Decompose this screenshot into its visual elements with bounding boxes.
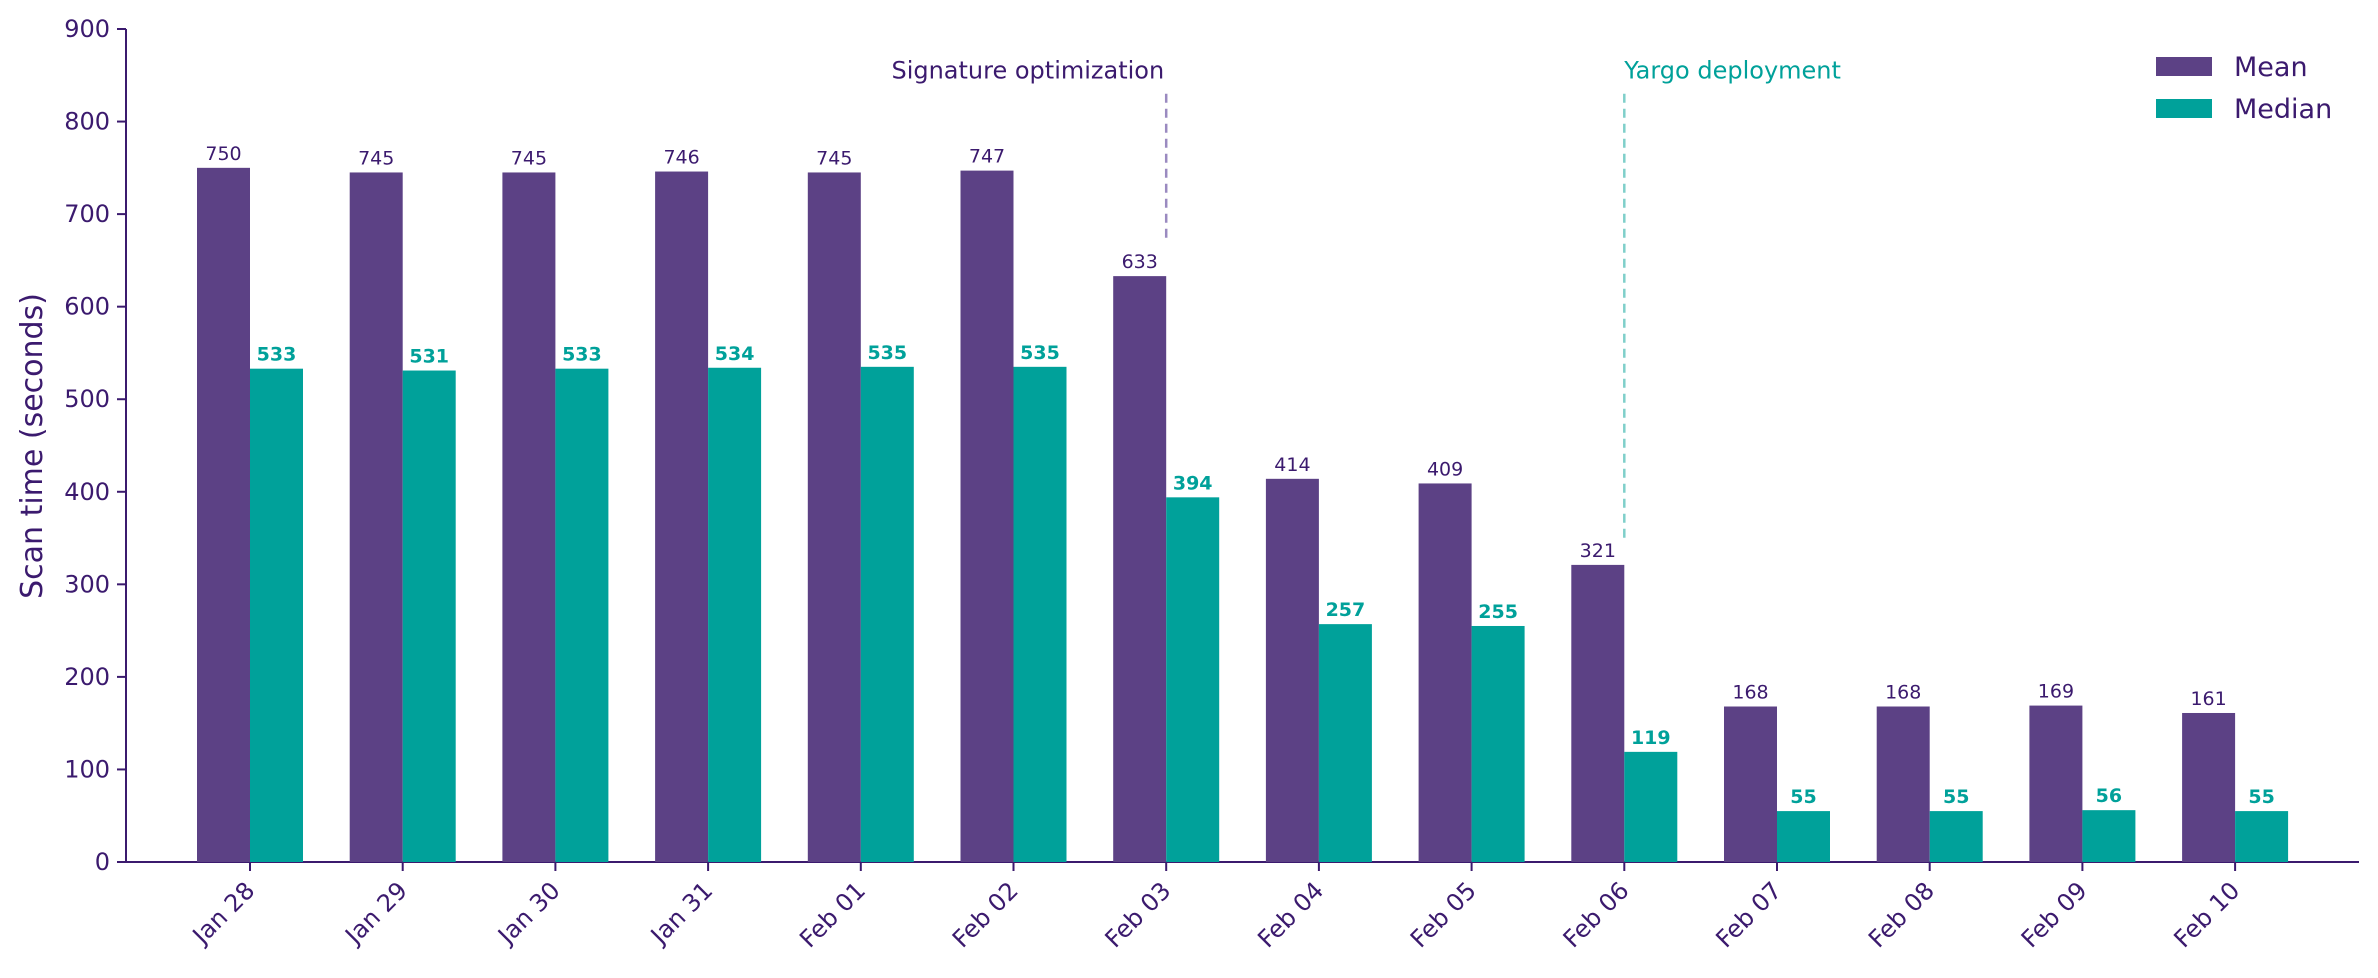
x-tick-label: Feb 09 [2016, 876, 2093, 953]
data-label-median: 119 [1631, 727, 1671, 749]
data-label-mean: 745 [511, 147, 547, 169]
x-tick-label: Feb 05 [1405, 876, 1482, 953]
bar-mean [2029, 705, 2083, 862]
data-label-median: 533 [562, 344, 602, 366]
data-label-mean: 745 [358, 147, 394, 169]
bar-median [1318, 624, 1372, 862]
y-tick-label: 800 [64, 108, 110, 136]
y-tick-label: 300 [64, 570, 110, 598]
data-label-median: 533 [257, 344, 297, 366]
bar-mean [807, 172, 861, 862]
y-tick-label: 400 [64, 478, 110, 506]
x-tick-label: Feb 04 [1252, 876, 1329, 953]
data-label-mean: 161 [2190, 688, 2226, 710]
bar-median [1777, 811, 1830, 862]
bar-mean [960, 170, 1014, 863]
legend-label-mean: Mean [2234, 52, 2308, 83]
x-tick-label: Feb 10 [2169, 876, 2246, 953]
data-label-mean: 321 [1580, 540, 1616, 562]
bar-median [250, 368, 303, 862]
bar-mean [502, 172, 556, 862]
data-label-median: 535 [867, 342, 907, 364]
x-tick-label: Jan 31 [644, 876, 718, 950]
x-tick-label: Feb 03 [1100, 876, 1177, 953]
x-tick-label: Jan 28 [186, 876, 260, 950]
data-label-median: 55 [1943, 786, 1969, 808]
bar-median [2235, 811, 2289, 862]
bar-mean [1113, 276, 1167, 863]
legend-label-median: Median [2234, 94, 2332, 125]
data-label-median: 534 [715, 343, 755, 365]
data-label-mean: 746 [663, 147, 699, 169]
legend-swatch-median [2156, 99, 2212, 118]
y-tick-label: 900 [64, 15, 110, 43]
data-label-median: 255 [1478, 601, 1518, 623]
annotations: Signature optimization Yargo deployment [891, 57, 1841, 541]
x-tick-label: Feb 02 [947, 876, 1024, 953]
data-label-mean: 633 [1122, 251, 1158, 273]
legend: Mean Median [2156, 52, 2332, 125]
data-label-median: 55 [2248, 786, 2274, 808]
bar-median [708, 367, 762, 862]
y-axis-label: Scan time (seconds) [15, 293, 50, 599]
bar-median [1624, 751, 1678, 862]
bar-mean [1571, 564, 1625, 862]
data-label-mean: 168 [1885, 682, 1921, 704]
data-label-mean: 747 [969, 146, 1005, 168]
annotation-label: Yargo deployment [1623, 57, 1841, 85]
data-label-median: 535 [1020, 342, 1060, 364]
y-tick-label: 500 [64, 385, 110, 413]
x-tick-label: Jan 30 [491, 876, 565, 950]
data-label-median: 56 [2096, 785, 2122, 807]
bar-mean [1265, 478, 1319, 862]
bar-mean [2182, 712, 2236, 862]
data-label-mean: 168 [1732, 682, 1768, 704]
data-label-median: 394 [1173, 472, 1213, 494]
bar-median [1166, 497, 1220, 862]
bar-mean [1876, 706, 1930, 862]
x-tick-label: Jan 29 [339, 876, 413, 950]
y-tick-label: 100 [64, 755, 110, 783]
bar-mean [349, 172, 403, 862]
bar-mean [1418, 483, 1472, 862]
bar-mean [197, 167, 250, 863]
bar-median [1013, 366, 1067, 862]
y-tick-label: 600 [64, 293, 110, 321]
bar-median [2082, 810, 2136, 862]
y-tick-label: 200 [64, 663, 110, 691]
x-tick-label: Feb 06 [1558, 876, 1635, 953]
x-tick-label: Feb 07 [1710, 876, 1787, 953]
bar-median [860, 366, 914, 862]
data-label-median: 55 [1790, 786, 1816, 808]
bar-median [555, 368, 609, 862]
data-label-mean: 750 [205, 143, 241, 165]
x-tick-label: Feb 08 [1863, 876, 1940, 953]
bar-median [402, 370, 456, 862]
data-label-mean: 169 [2038, 681, 2074, 703]
y-tick-label: 0 [95, 848, 110, 876]
legend-swatch-mean [2156, 57, 2212, 76]
data-label-median: 531 [409, 346, 449, 368]
data-label-mean: 745 [816, 147, 852, 169]
x-tick-label: Feb 01 [794, 876, 871, 953]
bar-median [1929, 811, 1983, 862]
annotation-label: Signature optimization [891, 57, 1164, 85]
data-label-mean: 409 [1427, 458, 1463, 480]
y-tick-label: 700 [64, 200, 110, 228]
bars: 750 745 745 746 745 747 633 414 409 321 168 168 169 1… [197, 143, 2289, 863]
bar-median [1471, 625, 1525, 862]
bar-mean [655, 171, 709, 863]
bar-mean [1724, 706, 1777, 862]
data-label-median: 257 [1326, 599, 1366, 621]
data-label-mean: 414 [1274, 454, 1310, 476]
